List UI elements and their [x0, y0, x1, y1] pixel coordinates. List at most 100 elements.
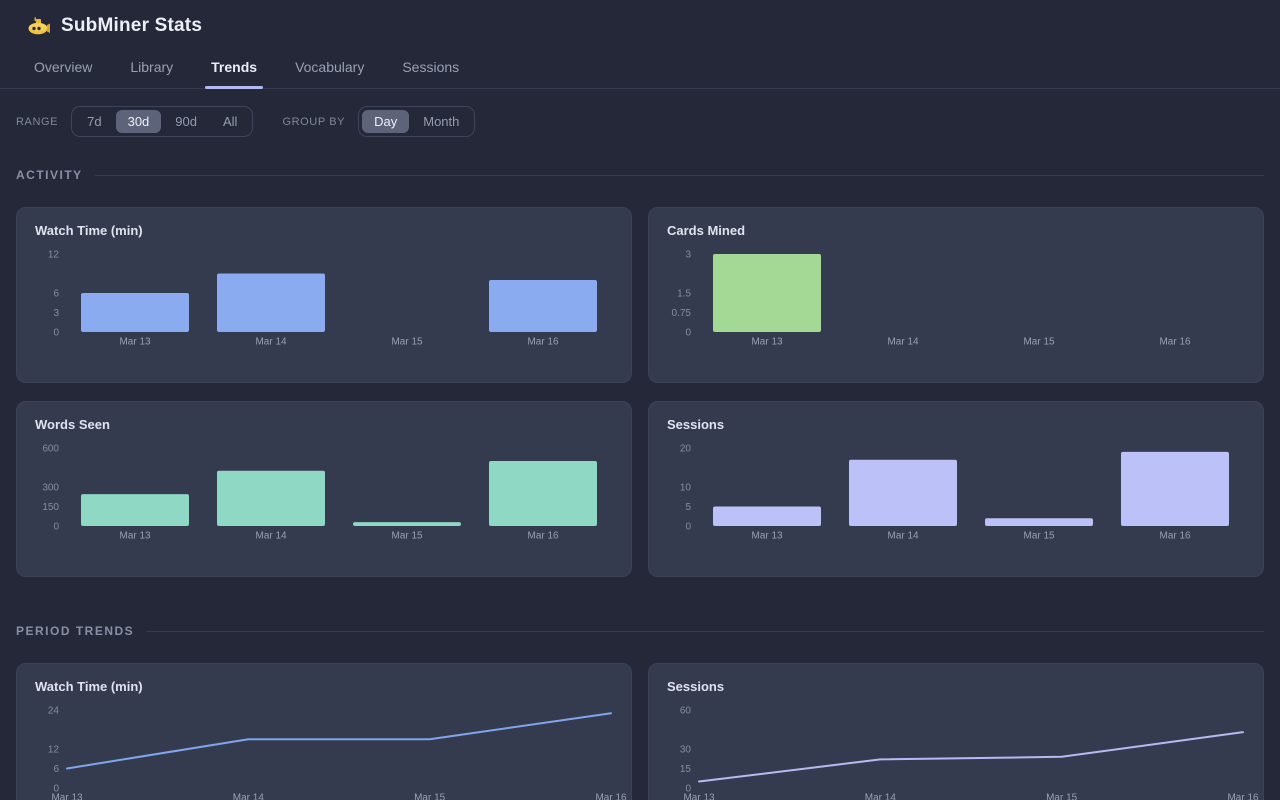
y-axis-tick-label: 0: [685, 522, 691, 533]
bar: [985, 518, 1093, 526]
y-axis-tick-label: 12: [48, 250, 60, 261]
trend-line: [698, 731, 1244, 783]
chart-title: Watch Time (min): [35, 679, 143, 694]
x-axis-tick-label: Mar 16: [527, 531, 559, 542]
trend-line: [66, 712, 612, 770]
chart-card-cards-mined: Cards Mined 0 0.75 1.5 3 Mar 13 Mar 14 Mar 15 M…: [648, 207, 1264, 383]
y-axis-tick-label: 0: [685, 328, 691, 339]
tab-vocabulary[interactable]: Vocabulary: [295, 59, 365, 75]
period-trends-section-title: PERIOD TRENDS: [16, 624, 135, 638]
x-axis-tick-label: Mar 15: [1023, 337, 1055, 348]
group-by-option-month[interactable]: Month: [423, 114, 460, 129]
bar: [217, 470, 325, 526]
y-axis-tick-label: 6: [53, 289, 59, 300]
activity-section-header: ACTIVITY: [16, 168, 1264, 182]
x-axis-tick-label: Mar 13: [119, 531, 151, 542]
bar: [217, 273, 325, 332]
bar: [849, 459, 957, 526]
y-axis-tick-label: 60: [680, 706, 692, 717]
y-axis-tick-label: 15: [680, 764, 692, 775]
activity-section-title: ACTIVITY: [16, 168, 83, 182]
period-trends-section: PERIOD TRENDS Watch Time (min) 0 6 12 24 Mar…: [0, 624, 1280, 800]
bar-chart-canvas: 0 0.75 1.5 3 Mar 13 Mar 14 Mar 15 Mar 16: [672, 250, 1191, 348]
bar-chart-canvas: 0 3 6 12 Mar 13 Mar 14 Mar 15 Mar 16: [48, 250, 597, 348]
section-divider: [146, 630, 1264, 632]
y-axis-tick-label: 6: [53, 764, 59, 775]
x-axis-tick-label: Mar 15: [1046, 793, 1078, 800]
group-by-label: GROUP BY: [282, 115, 346, 128]
y-axis-tick-label: 300: [42, 483, 59, 494]
bar-chart-canvas: 0 5 10 20 Mar 13 Mar 14 Mar 15 Mar 16: [680, 444, 1229, 542]
y-axis-tick-label: 0: [685, 784, 691, 795]
range-option-90d[interactable]: 90d: [175, 114, 197, 129]
range-option-30d[interactable]: 30d: [115, 110, 162, 133]
y-axis-tick-label: 5: [685, 502, 691, 513]
y-axis-tick-label: 20: [680, 444, 692, 455]
y-axis-tick-label: 0: [53, 522, 59, 533]
filter-controls: RANGE 7d 30d 90d All GROUP BY Day Month: [0, 89, 1280, 137]
group-by-segmented-control: Day Month: [358, 106, 476, 137]
tab-trends[interactable]: Trends: [205, 50, 263, 89]
chart-card-watch-time-trend: Watch Time (min) 0 6 12 24 Mar 13 Mar 14 Mar 1…: [16, 663, 632, 800]
chart-title: Words Seen: [35, 417, 110, 432]
y-axis-tick-label: 10: [680, 483, 692, 494]
bar: [489, 461, 597, 526]
chart-title: Sessions: [667, 417, 725, 432]
period-trends-chart-grid: Watch Time (min) 0 6 12 24 Mar 13 Mar 14 Mar 1…: [16, 663, 1264, 800]
x-axis-tick-label: Mar 14: [865, 793, 897, 800]
x-axis-tick-label: Mar 13: [119, 337, 151, 348]
bar: [489, 280, 597, 332]
y-axis-tick-label: 0: [53, 784, 59, 795]
chart-card-watch-time: Watch Time (min) 0 3 6 12 Mar 13 Mar 14 Mar 15…: [16, 207, 632, 383]
tab-library[interactable]: Library: [130, 59, 174, 75]
x-axis-tick-label: Mar 15: [1023, 531, 1055, 542]
x-axis-tick-label: Mar 13: [751, 337, 783, 348]
tab-bar: Overview Library Trends Vocabulary Sessi…: [0, 50, 1280, 89]
x-axis-tick-label: Mar 16: [1159, 337, 1191, 348]
chart-card-sessions: Sessions 0 5 10 20 Mar 13 Mar 14 Mar 15 Mar 16: [648, 401, 1264, 577]
y-axis-tick-label: 30: [680, 745, 692, 756]
chart-title: Sessions: [667, 679, 725, 694]
chart-title: Watch Time (min): [35, 223, 143, 238]
y-axis-tick-label: 600: [42, 444, 59, 455]
y-axis-tick-label: 150: [42, 502, 59, 513]
y-axis-tick-label: 0.75: [672, 308, 692, 319]
line-chart-canvas: 0 15 30 60 Mar 13 Mar 14 Mar 15 Mar 16: [680, 706, 1259, 800]
y-axis-tick-label: 3: [53, 308, 59, 319]
x-axis-tick-label: Mar 15: [391, 531, 423, 542]
y-axis-tick-label: 3: [685, 250, 691, 261]
app-title: SubMiner Stats: [61, 15, 203, 36]
bar-chart-canvas: 0 150 300 600 Mar 13 Mar 14 Mar 15 Mar 16: [42, 444, 597, 542]
range-option-7d[interactable]: 7d: [87, 114, 102, 129]
chart-card-sessions-trend: Sessions 0 15 30 60 Mar 13 Mar 14 Mar 15 Mar 16: [648, 663, 1264, 800]
x-axis-tick-label: Mar 14: [233, 793, 265, 800]
bar: [81, 494, 189, 526]
y-axis-tick-label: 24: [48, 706, 60, 717]
x-axis-tick-label: Mar 16: [1159, 531, 1191, 542]
y-axis-tick-label: 0: [53, 328, 59, 339]
x-axis-tick-label: Mar 14: [255, 531, 287, 542]
line-chart-canvas: 0 6 12 24 Mar 13 Mar 14 Mar 15 Mar 16: [48, 706, 627, 800]
x-axis-tick-label: Mar 14: [887, 337, 919, 348]
range-option-all[interactable]: All: [223, 114, 238, 129]
app-header: SubMiner Stats: [0, 0, 1280, 37]
range-segmented-control: 7d 30d 90d All: [71, 106, 254, 137]
bar: [713, 254, 821, 332]
tab-overview[interactable]: Overview: [34, 59, 93, 75]
section-divider: [94, 174, 1264, 176]
period-trends-section-header: PERIOD TRENDS: [16, 624, 1264, 638]
x-axis-tick-label: Mar 14: [255, 337, 287, 348]
x-axis-tick-label: Mar 13: [683, 793, 715, 800]
activity-section: ACTIVITY Watch Time (min) 0 3 6 12 Mar 13 Mar…: [0, 168, 1280, 577]
x-axis-tick-label: Mar 15: [414, 793, 446, 800]
group-by-option-day[interactable]: Day: [362, 110, 410, 133]
bar: [353, 522, 461, 526]
bar: [713, 506, 821, 526]
range-label: RANGE: [16, 115, 59, 128]
yellow-submarine-icon: [26, 16, 50, 36]
bar: [81, 293, 189, 332]
activity-chart-grid: Watch Time (min) 0 3 6 12 Mar 13 Mar 14 Mar 15…: [16, 207, 1264, 577]
x-axis-tick-label: Mar 16: [1227, 793, 1259, 800]
tab-sessions[interactable]: Sessions: [402, 59, 460, 75]
x-axis-tick-label: Mar 16: [595, 793, 627, 800]
